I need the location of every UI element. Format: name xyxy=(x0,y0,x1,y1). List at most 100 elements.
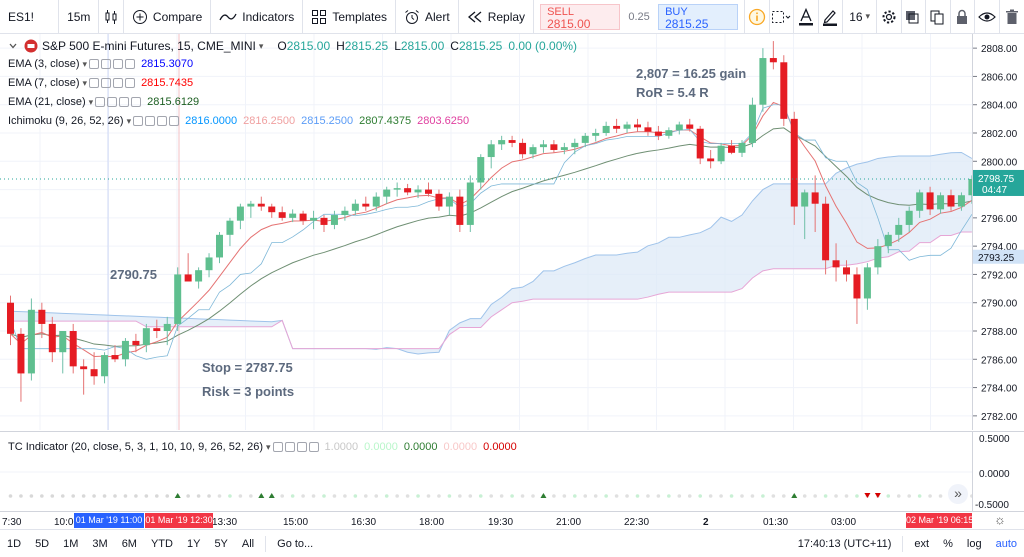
candle-body xyxy=(341,210,349,216)
signal-dot xyxy=(322,494,326,498)
code-icon[interactable] xyxy=(113,78,124,88)
delete-button[interactable] xyxy=(1000,0,1024,34)
indicator-axis[interactable]: 0.5000 0.0000 -0.5000 xyxy=(972,431,1024,511)
line-color-button[interactable] xyxy=(819,0,844,34)
templates-button[interactable]: Templates xyxy=(303,0,397,34)
alert-button[interactable]: Alert xyxy=(396,0,459,34)
code-icon[interactable] xyxy=(119,97,130,107)
study-ichimoku[interactable]: Ichimoku (9, 26, 52, 26) ▾ 2816.0000 2816… xyxy=(8,115,469,127)
signal-dot xyxy=(290,494,295,498)
chevron-down-icon[interactable]: ▾ xyxy=(88,96,94,107)
eye-icon[interactable] xyxy=(89,78,100,88)
ind-tick: 0.5000 xyxy=(979,434,1010,445)
close-icon[interactable] xyxy=(308,442,319,452)
close-icon[interactable] xyxy=(125,59,136,69)
ichimoku-span-b: 2803.6250 xyxy=(417,115,470,127)
range-ytd[interactable]: YTD xyxy=(150,537,173,550)
tc-indicator-legend[interactable]: TC Indicator (20, close, 5, 3, 1, 10, 10… xyxy=(8,441,517,453)
interval-button[interactable]: 15m xyxy=(59,0,100,34)
scroll-to-realtime-button[interactable]: » xyxy=(948,484,968,504)
candle-body xyxy=(278,212,286,218)
chevron-down-icon[interactable]: ▾ xyxy=(82,58,88,69)
indicators-button[interactable]: Indicators xyxy=(211,0,304,34)
code-icon[interactable] xyxy=(157,116,168,126)
range-6m[interactable]: 6M xyxy=(121,537,137,550)
sell-button[interactable]: SELL 2815.00 xyxy=(540,3,621,30)
candle-body xyxy=(456,196,464,225)
code-icon[interactable] xyxy=(113,59,124,69)
code-icon[interactable] xyxy=(296,442,307,452)
clone-button[interactable] xyxy=(926,0,951,34)
range-1d[interactable]: 1D xyxy=(7,537,22,550)
selection-button[interactable] xyxy=(770,0,795,34)
range-1m[interactable]: 1M xyxy=(63,537,79,550)
log-toggle[interactable]: log xyxy=(966,537,982,550)
range-1y[interactable]: 1Y xyxy=(186,537,201,550)
visual-order-button[interactable] xyxy=(902,0,927,34)
ichimoku-span-a-line xyxy=(10,151,972,355)
text-color-button[interactable] xyxy=(794,0,819,34)
settings-button[interactable] xyxy=(877,0,902,34)
chevron-down-icon[interactable]: ▾ xyxy=(82,77,88,88)
eye-icon[interactable] xyxy=(272,442,283,452)
range-5y[interactable]: 5Y xyxy=(214,537,228,550)
candle-body xyxy=(132,340,140,346)
collapse-chevron-icon[interactable] xyxy=(8,41,18,51)
candle-body xyxy=(748,104,756,143)
bottom-toolbar: 1D 5D 1M 3M 6M YTD 1Y 5Y All Go to... 17… xyxy=(0,529,1024,557)
study-ema7[interactable]: EMA (7, close) ▾ 2815.7435 xyxy=(8,77,193,89)
price-chart[interactable] xyxy=(0,34,972,430)
signal-dot xyxy=(92,494,96,498)
price-axis-scale: 2808.00 2806.00 2804.00 2802.00 2800.00 2798.… xyxy=(973,44,1024,423)
gear-icon[interactable] xyxy=(101,78,112,88)
study-ema21[interactable]: EMA (21, close) ▾ 2815.6129 xyxy=(8,96,199,108)
gear-icon[interactable]: ☼ xyxy=(994,512,1006,527)
price-axis[interactable]: 2808.00 2806.00 2804.00 2802.00 2800.00 2798.… xyxy=(972,34,1024,430)
chevron-down-icon[interactable]: ▾ xyxy=(126,115,132,126)
chart-type-button[interactable] xyxy=(99,0,124,34)
ext-toggle[interactable]: ext xyxy=(914,537,930,550)
time-axis[interactable]: 7:30 10:00 13:30 15:00 16:30 18:00 19:30 21:00 2… xyxy=(0,511,1024,529)
range-5d[interactable]: 5D xyxy=(35,537,50,550)
auto-toggle[interactable]: auto xyxy=(995,537,1017,550)
main-chart-pane[interactable]: S&P 500 E-mini Futures, 15, CME_MINI ▾ O… xyxy=(0,34,972,430)
eye-icon[interactable] xyxy=(133,116,144,126)
replay-button[interactable]: Replay xyxy=(459,0,535,34)
info-button[interactable] xyxy=(745,0,770,34)
chevron-down-icon[interactable]: ▾ xyxy=(258,40,264,51)
close-icon[interactable] xyxy=(131,97,142,107)
gear-icon[interactable] xyxy=(145,116,156,126)
candle-body xyxy=(634,124,641,128)
close-icon[interactable] xyxy=(125,78,136,88)
goto-button[interactable]: Go to... xyxy=(277,537,314,550)
gear-icon[interactable] xyxy=(101,59,112,69)
candle-body xyxy=(320,217,328,225)
close-icon[interactable] xyxy=(169,116,180,126)
range-3m[interactable]: 3M xyxy=(92,537,108,550)
font-size-button[interactable]: 16 ▾ xyxy=(843,0,878,34)
candle-body xyxy=(59,331,67,353)
candle-body xyxy=(759,58,767,105)
eye-icon[interactable] xyxy=(89,59,100,69)
lock-button[interactable] xyxy=(951,0,976,34)
symbol-search[interactable]: ES1! xyxy=(0,0,60,34)
gear-icon[interactable] xyxy=(284,442,295,452)
signal-dot xyxy=(531,494,535,498)
hide-button[interactable] xyxy=(975,0,1000,34)
candle-body xyxy=(414,189,422,193)
indicator-pane[interactable]: TC Indicator (20, close, 5, 3, 1, 10, 10… xyxy=(0,431,972,511)
percent-toggle[interactable]: % xyxy=(943,537,953,550)
cloud-price-text: 2793.25 xyxy=(978,253,1015,264)
range-all[interactable]: All xyxy=(241,537,255,550)
eye-icon[interactable] xyxy=(95,97,106,107)
signal-dot xyxy=(186,494,190,498)
chevron-down-icon[interactable]: ▾ xyxy=(265,441,271,452)
study-ema3[interactable]: EMA (3, close) ▾ 2815.3070 xyxy=(8,58,193,70)
candle-body xyxy=(728,145,736,153)
compare-button[interactable]: Compare xyxy=(124,0,212,34)
buy-button[interactable]: BUY 2815.25 xyxy=(658,3,739,30)
clock-label[interactable]: 17:40:13 (UTC+11) xyxy=(797,537,892,550)
last-price-badge xyxy=(973,169,1024,196)
gear-icon[interactable] xyxy=(107,97,118,107)
candle-body xyxy=(153,328,161,331)
